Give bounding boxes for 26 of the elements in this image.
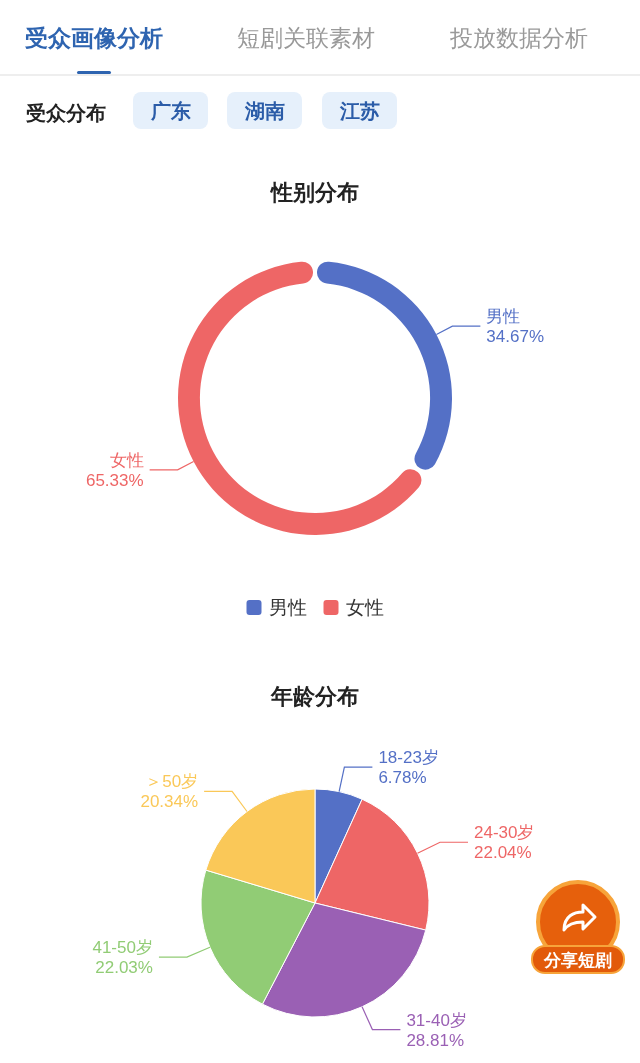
- text: 广东: [149, 100, 191, 122]
- text: 湖南: [243, 100, 285, 122]
- text: 受众画像分析: [25, 25, 163, 51]
- chart-title: 性别分布: [269, 180, 359, 205]
- data-label: 22.04%: [474, 843, 532, 863]
- text: 江苏: [338, 100, 380, 122]
- text: 分享短剧: [543, 951, 612, 970]
- data-label: 34.67%: [486, 327, 545, 347]
- text: 短剧关联素材: [237, 25, 375, 51]
- slice-label: ＞50岁: [145, 772, 199, 792]
- slice-label: 女性: [109, 450, 144, 470]
- data-label: 28.81%: [406, 1030, 465, 1050]
- chart-title: 年龄分布: [270, 684, 359, 709]
- text: 投放数据分析: [449, 25, 588, 51]
- data-label: 65.33%: [85, 470, 144, 490]
- slice-label: 41-50岁: [92, 938, 153, 958]
- slice-label: 24-30岁: [474, 823, 535, 843]
- slice-label: 31-40岁: [406, 1010, 467, 1030]
- data-label: 6.78%: [378, 768, 427, 788]
- data-label: 20.34%: [140, 792, 199, 812]
- slice-label: 男性: [486, 307, 521, 327]
- data-label: 22.03%: [95, 958, 153, 978]
- legend-label: 女性: [345, 597, 384, 618]
- text: 受众分布: [26, 102, 106, 124]
- legend-label: 男性: [268, 597, 307, 618]
- slice-label: 18-23岁: [378, 748, 439, 768]
